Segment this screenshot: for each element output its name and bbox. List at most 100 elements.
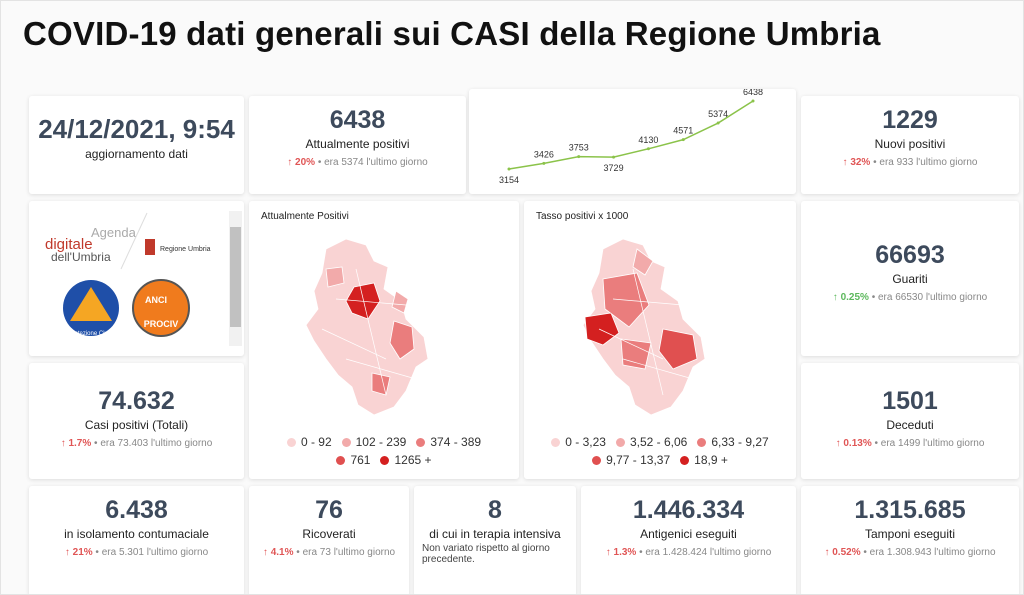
trend-label: 3426 bbox=[534, 149, 554, 159]
legend-item: 0 - 3,23 bbox=[551, 433, 606, 451]
legend-label: 761 bbox=[350, 453, 371, 467]
legend-dot bbox=[416, 438, 426, 447]
trend-label: 5374 bbox=[708, 109, 728, 119]
region bbox=[325, 266, 345, 288]
logo-text: dell'Umbria bbox=[51, 250, 111, 264]
trend-point bbox=[542, 161, 546, 165]
legend-label: 0 - 3,23 bbox=[565, 435, 606, 449]
kpi-card: 6438 Attualmente positivi ↑ 20% • era 5374… bbox=[249, 96, 466, 194]
region bbox=[391, 290, 409, 314]
change-note: era 1.308.943 l'ultimo giorno bbox=[869, 547, 996, 558]
legend-dot bbox=[697, 438, 707, 447]
legend-dot bbox=[380, 456, 390, 465]
change-pct: 4.1% bbox=[270, 547, 294, 558]
legend-dot bbox=[341, 438, 351, 447]
kpi-change: ↑ 1.7% • era 73.403 l'ultimo giorno bbox=[29, 438, 244, 449]
region bbox=[584, 312, 620, 346]
kpi-value: 6438 bbox=[329, 106, 386, 134]
kpi-change: ↑ 4.1% • era 73 l'ultimo giorno bbox=[249, 547, 409, 558]
map bbox=[305, 238, 429, 416]
separator: • bbox=[315, 157, 325, 168]
separator: • bbox=[860, 547, 870, 558]
logo-text: PROCIV bbox=[144, 319, 179, 329]
legend-item: 18,9 + bbox=[680, 451, 728, 469]
change-arrow: ↑ bbox=[605, 547, 614, 558]
change-arrow: ↑ bbox=[60, 438, 69, 449]
logo-text: Protezione Civile bbox=[68, 331, 114, 337]
kpi-card: 74.632 Casi positivi (Totali) ↑ 1.7% • era… bbox=[29, 363, 244, 479]
legend-item: 3,52 - 6,06 bbox=[615, 433, 688, 451]
trend-point bbox=[507, 167, 511, 171]
kpi-value: 76 bbox=[315, 496, 343, 524]
border bbox=[598, 328, 664, 360]
map-title: Tasso positivi x 1000 bbox=[536, 211, 629, 222]
kpi-card: 66693 Guariti ↑ 0.25% • era 66530 l'ultimo… bbox=[801, 201, 1019, 356]
legend-label: 3,52 - 6,06 bbox=[629, 435, 688, 449]
change-arrow: ↑ bbox=[824, 547, 833, 558]
update-card: 24/12/2021, 9:54 aggiornamento dati bbox=[29, 96, 244, 194]
change-pct: 0.25% bbox=[840, 292, 869, 303]
region bbox=[389, 320, 415, 360]
trend-card: 3154 3426 3753 3729 4130 4571 5374 6438 bbox=[469, 89, 796, 194]
kpi-value: 1229 bbox=[882, 106, 938, 134]
kpi-value: 1.315.685 bbox=[854, 496, 966, 524]
kpi-value: 74.632 bbox=[98, 387, 175, 415]
legend-label: 374 - 389 bbox=[430, 435, 482, 449]
change-note: era 66530 l'ultimo giorno bbox=[878, 292, 988, 303]
kpi-card: 8 di cui in terapia intensiva Non variato … bbox=[414, 486, 576, 594]
kpi-label: Deceduti bbox=[886, 418, 934, 432]
update-label: aggiornamento dati bbox=[85, 147, 188, 161]
kpi-value: 66693 bbox=[875, 241, 945, 269]
trend-point bbox=[646, 147, 650, 151]
region bbox=[620, 338, 652, 370]
map-legend: 0 - 3,23 3,52 - 6,06 6,33 - 9,27 9,77 - 13,… bbox=[524, 433, 796, 469]
trend-label: 4130 bbox=[638, 135, 658, 145]
legend-item: 0 - 92 bbox=[286, 433, 332, 451]
legend-item: 102 - 239 bbox=[341, 433, 407, 451]
kpi-change: ↑ 0.52% • era 1.308.943 l'ultimo giorno bbox=[801, 547, 1019, 558]
legend-label: 9,77 - 13,37 bbox=[606, 453, 671, 467]
kpi-note: Non variato rispetto al giorno precedent… bbox=[422, 543, 550, 565]
change-pct: 20% bbox=[295, 157, 316, 168]
logo-text: digitale bbox=[45, 236, 93, 253]
trend-point bbox=[716, 121, 720, 125]
logo-text: ANCI bbox=[145, 295, 167, 305]
legend-label: 6,33 - 9,27 bbox=[711, 435, 769, 449]
legend-dot bbox=[615, 438, 625, 447]
change-note: era 5374 l'ultimo giorno bbox=[324, 157, 428, 168]
border bbox=[321, 328, 387, 360]
legend-dot bbox=[680, 456, 690, 465]
legend-label: 102 - 239 bbox=[355, 435, 407, 449]
separator: • bbox=[871, 438, 881, 449]
change-arrow: ↑ bbox=[287, 157, 296, 168]
kpi-card: 1229 Nuovi positivi ↑ 32% • era 933 l'ulti… bbox=[801, 96, 1019, 194]
change-pct: 0.13% bbox=[843, 438, 872, 449]
logos: Agenda digitale dell'Umbria Regione Umbr… bbox=[45, 211, 242, 346]
change-note: era 1.428.424 l'ultimo giorno bbox=[645, 547, 772, 558]
logo-mark bbox=[145, 239, 155, 255]
legend-dot bbox=[592, 456, 602, 465]
trend-point bbox=[577, 155, 581, 159]
trend-label: 3729 bbox=[604, 163, 624, 173]
legend-item: 374 - 389 bbox=[416, 433, 481, 451]
kpi-label: Ricoverati bbox=[302, 527, 356, 541]
kpi-value: 1501 bbox=[882, 387, 938, 415]
trend-label: 3154 bbox=[499, 175, 519, 185]
legend-item: 9,77 - 13,37 bbox=[592, 451, 670, 469]
trend-label: 4571 bbox=[673, 126, 693, 136]
separator: • bbox=[91, 438, 101, 449]
change-pct: 21% bbox=[72, 547, 93, 558]
update-value: 24/12/2021, 9:54 bbox=[38, 114, 235, 144]
legend-item: 1265 + bbox=[380, 451, 432, 469]
trend-label: 3753 bbox=[569, 143, 589, 153]
kpi-card: 1501 Deceduti ↑ 0.13% • era 1499 l'ultimo … bbox=[801, 363, 1019, 479]
kpi-value: 1.446.334 bbox=[632, 496, 745, 524]
border bbox=[355, 268, 387, 396]
kpi-change: ↑ 21% • era 5.301 l'ultimo giorno bbox=[29, 547, 244, 558]
border bbox=[632, 268, 664, 396]
kpi-label: Tamponi eseguiti bbox=[864, 527, 956, 541]
scrollbar-thumb[interactable] bbox=[230, 227, 241, 327]
divider bbox=[120, 212, 148, 270]
